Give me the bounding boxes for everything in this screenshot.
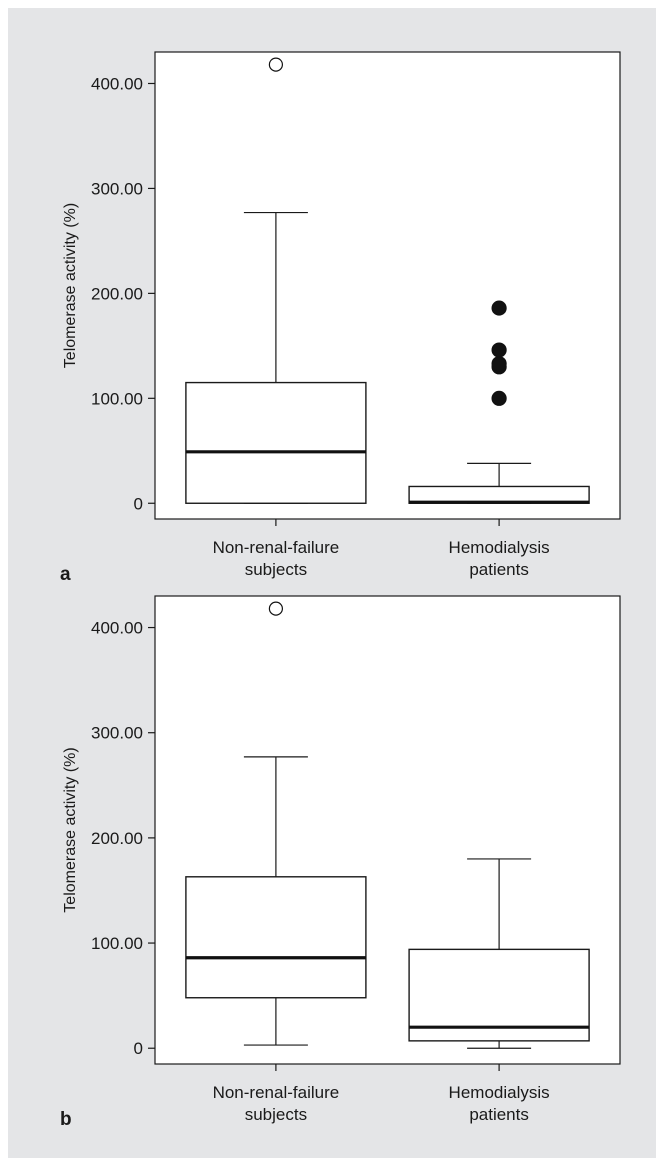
outlier-point-open bbox=[268, 57, 283, 72]
box-iqr bbox=[185, 876, 367, 999]
x-category-label: patients bbox=[469, 560, 529, 579]
y-tick-label: 0 bbox=[134, 494, 143, 513]
y-tick-label: 0 bbox=[134, 1039, 143, 1058]
panel-a: 0 100.00 200.00 300.00 400.00 Telomerase acti… bbox=[60, 51, 621, 585]
x-category-label: patients bbox=[469, 1105, 529, 1124]
x-category-label: Non-renal-failure bbox=[213, 1083, 340, 1102]
outlier-point-filled bbox=[491, 300, 507, 316]
y-tick-label: 400.00 bbox=[91, 74, 143, 93]
box-2 bbox=[408, 300, 590, 504]
outlier-point-filled bbox=[491, 342, 507, 358]
box-iqr bbox=[185, 381, 367, 504]
boxplot-figure: 0 100.00 200.00 300.00 400.00 Telomerase acti… bbox=[60, 51, 621, 1130]
y-axis-title: Telomerase activity (%) bbox=[62, 203, 79, 368]
y-tick-label: 200.00 bbox=[91, 829, 143, 848]
x-category-label: Hemodialysis bbox=[449, 538, 550, 557]
outlier-point-open bbox=[268, 601, 283, 616]
panel-letter: b bbox=[60, 1109, 72, 1130]
outlier-point-filled bbox=[491, 356, 507, 372]
y-tick-label: 300.00 bbox=[91, 179, 143, 198]
y-tick-label: 100.00 bbox=[91, 934, 143, 953]
x-category-label: subjects bbox=[245, 560, 307, 579]
y-tick-label: 300.00 bbox=[91, 724, 143, 743]
y-tick-label: 200.00 bbox=[91, 284, 143, 303]
x-category-label: Non-renal-failure bbox=[213, 538, 340, 557]
x-category-label: subjects bbox=[245, 1105, 307, 1124]
outlier-point-filled bbox=[491, 390, 507, 406]
panel-letter: a bbox=[60, 564, 71, 585]
box-1 bbox=[185, 601, 367, 1046]
y-axis-title: Telomerase activity (%) bbox=[62, 747, 79, 912]
y-tick-label: 100.00 bbox=[91, 389, 143, 408]
y-tick-label: 400.00 bbox=[91, 619, 143, 638]
x-category-label: Hemodialysis bbox=[449, 1083, 550, 1102]
figure: 0 100.00 200.00 300.00 400.00 Telomerase acti… bbox=[8, 8, 656, 1158]
box-1 bbox=[185, 57, 367, 504]
panel-b: 0 100.00 200.00 300.00 400.00 Telomerase acti… bbox=[60, 595, 621, 1130]
box-2 bbox=[408, 858, 590, 1049]
